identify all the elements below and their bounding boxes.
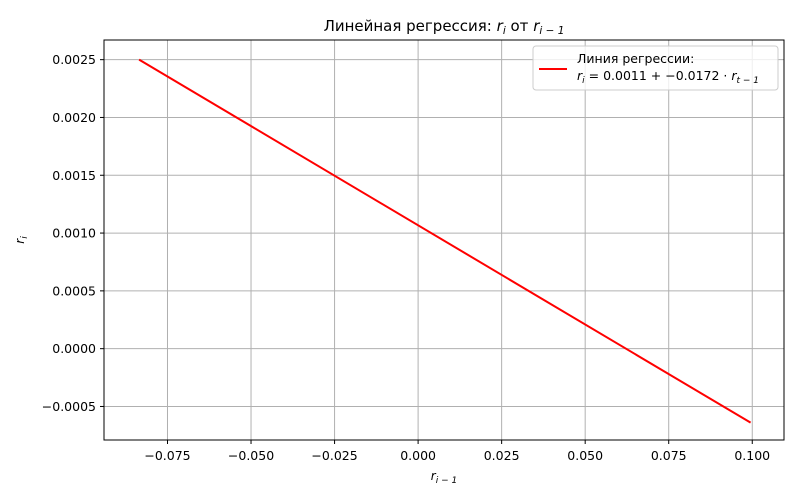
plot-frame — [103, 39, 785, 441]
y-tick-label: 0.0010 — [52, 226, 96, 241]
x-tick-label: −0.025 — [311, 448, 357, 463]
regression-line — [138, 58, 752, 424]
x-tick-label: −0.075 — [144, 448, 190, 463]
x-tick-label: −0.050 — [228, 448, 274, 463]
chart-title: Линейная регрессия: ri от ri − 1 — [324, 17, 565, 37]
y-tick-label: 0.0020 — [52, 110, 96, 125]
legend: Линия регрессии: ri = 0.0011 + −0.0172 ·… — [532, 45, 779, 91]
x-tick-label: 0.000 — [400, 448, 436, 463]
x-tick-label: 0.100 — [734, 448, 770, 463]
y-axis-label: ri — [13, 236, 30, 244]
x-tick-label: 0.025 — [484, 448, 520, 463]
grid-lines — [104, 40, 784, 440]
y-tick-label: 0.0025 — [52, 52, 96, 67]
y-axis-ticks: −0.0005 0.0000 0.0005 0.0010 0.0015 0.0020 0.0… — [42, 52, 104, 414]
y-tick-label: 0.0015 — [52, 168, 96, 183]
series-layer — [138, 58, 752, 424]
x-axis-label: ri − 1 — [431, 469, 457, 486]
y-tick-label: −0.0005 — [42, 399, 96, 414]
x-tick-label: 0.075 — [651, 448, 687, 463]
x-axis-ticks: −0.075 −0.050 −0.025 0.000 0.025 0.050 0.075 0.… — [144, 440, 770, 463]
legend-label: Линия регрессии: — [577, 51, 694, 66]
x-tick-label: 0.050 — [567, 448, 603, 463]
y-tick-label: 0.0000 — [52, 341, 96, 356]
legend-formula: ri = 0.0011 + −0.0172 · rt − 1 — [577, 68, 759, 86]
legend-box — [532, 45, 779, 91]
y-tick-label: 0.0005 — [52, 283, 96, 298]
